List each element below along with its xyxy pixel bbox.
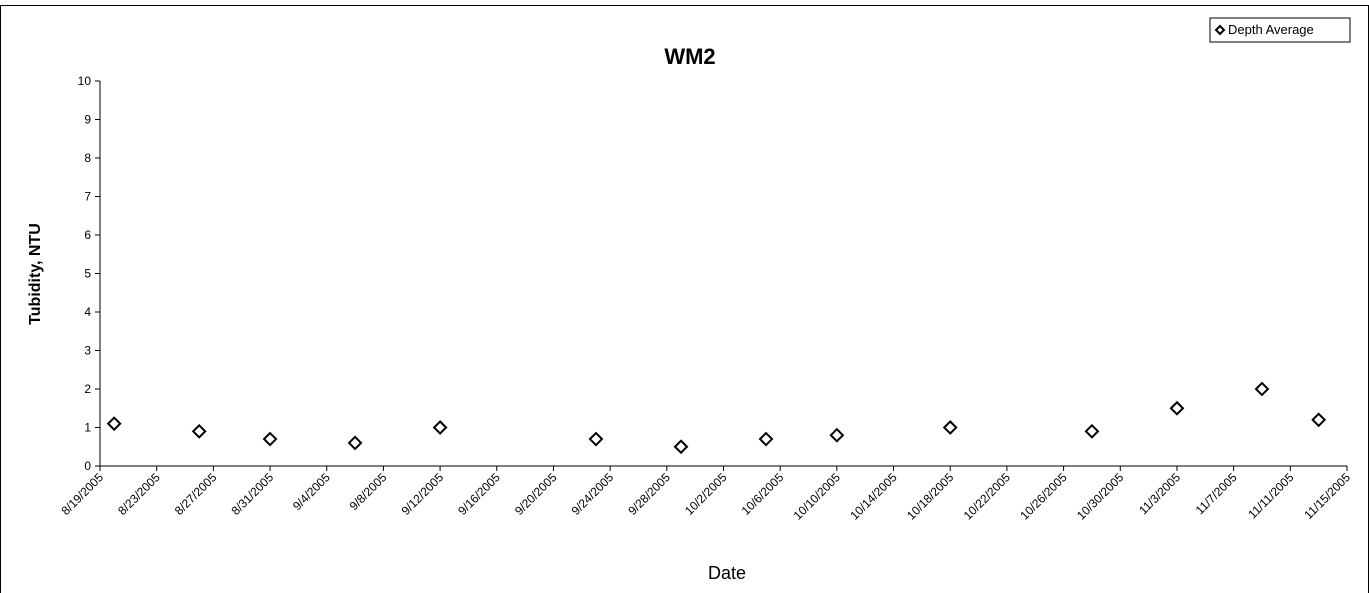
chart-frame bbox=[0, 5, 1369, 593]
data-point bbox=[758, 431, 774, 447]
y-tick-label: 2 bbox=[84, 382, 91, 396]
data-point bbox=[347, 435, 363, 451]
y-tick-label: 8 bbox=[84, 151, 91, 165]
y-tick-label: 0 bbox=[84, 459, 91, 473]
legend-marker bbox=[1214, 24, 1226, 36]
data-point bbox=[673, 439, 689, 455]
y-tick-label: 7 bbox=[84, 190, 91, 204]
legend-label: Depth Average bbox=[1228, 22, 1314, 37]
y-tick-label: 3 bbox=[84, 344, 91, 358]
data-point bbox=[1311, 412, 1327, 428]
y-tick-label: 9 bbox=[84, 113, 91, 127]
y-tick-label: 5 bbox=[84, 267, 91, 281]
x-axis-label: Date bbox=[708, 563, 746, 583]
y-tick-label: 6 bbox=[84, 228, 91, 242]
data-point bbox=[829, 427, 845, 443]
data-point bbox=[432, 420, 448, 435]
y-axis-label: Tubidity, NTU bbox=[27, 223, 44, 325]
legend-box bbox=[1209, 17, 1351, 43]
data-point bbox=[1084, 423, 1100, 439]
data-point bbox=[262, 431, 278, 447]
y-tick-label: 1 bbox=[84, 421, 91, 435]
y-tick-label: 10 bbox=[78, 74, 92, 88]
chart-title: WM2 bbox=[664, 44, 715, 69]
data-point bbox=[942, 420, 958, 435]
data-point bbox=[1169, 400, 1185, 416]
data-point bbox=[106, 416, 122, 432]
data-point bbox=[588, 431, 604, 447]
data-point bbox=[191, 423, 207, 439]
y-tick-label: 4 bbox=[84, 305, 91, 319]
data-point bbox=[1254, 381, 1270, 397]
